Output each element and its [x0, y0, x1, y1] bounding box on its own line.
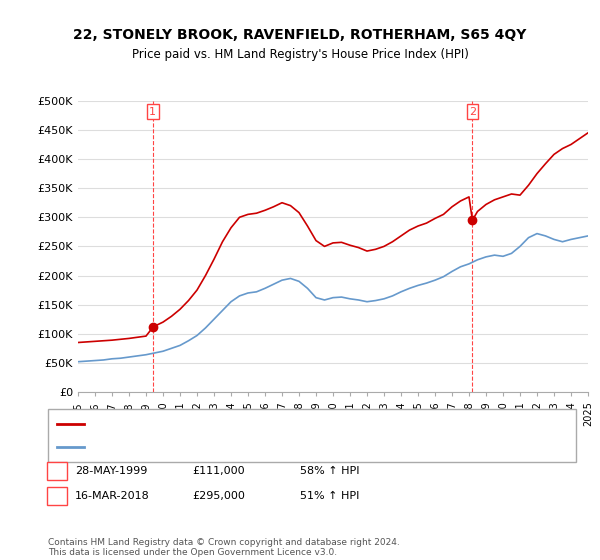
Text: 58% ↑ HPI: 58% ↑ HPI [300, 466, 359, 476]
Text: 28-MAY-1999: 28-MAY-1999 [75, 466, 148, 476]
Text: £111,000: £111,000 [192, 466, 245, 476]
Text: 16-MAR-2018: 16-MAR-2018 [75, 491, 150, 501]
Text: £295,000: £295,000 [192, 491, 245, 501]
Text: 1: 1 [149, 106, 157, 116]
Text: 51% ↑ HPI: 51% ↑ HPI [300, 491, 359, 501]
Text: Price paid vs. HM Land Registry's House Price Index (HPI): Price paid vs. HM Land Registry's House … [131, 48, 469, 60]
Text: 2: 2 [53, 491, 61, 501]
Text: 22, STONELY BROOK, RAVENFIELD, ROTHERHAM, S65 4QY: 22, STONELY BROOK, RAVENFIELD, ROTHERHAM… [73, 28, 527, 42]
Text: 2: 2 [469, 106, 476, 116]
Text: Contains HM Land Registry data © Crown copyright and database right 2024.
This d: Contains HM Land Registry data © Crown c… [48, 538, 400, 557]
Text: 22, STONELY BROOK, RAVENFIELD, ROTHERHAM, S65 4QY (detached house): 22, STONELY BROOK, RAVENFIELD, ROTHERHAM… [87, 419, 460, 429]
Text: HPI: Average price, detached house, Rotherham: HPI: Average price, detached house, Roth… [87, 442, 322, 452]
Text: 1: 1 [53, 466, 61, 476]
